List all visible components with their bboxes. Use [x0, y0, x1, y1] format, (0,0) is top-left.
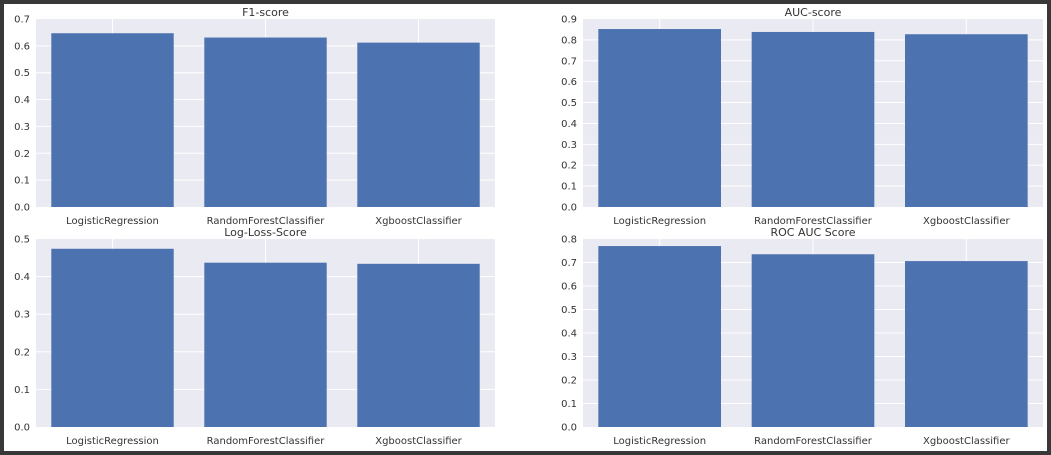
y-tick-label: 0.1: [14, 385, 30, 396]
chart-2: 0.0 0.1 0.2 0.3 0.4 0.5 0.6 0.7 0.8 0.9 LogisticRe…: [561, 6, 1043, 227]
y-tick-label: 0.0: [14, 203, 30, 214]
chart-title: Log-Loss-Score: [224, 226, 307, 239]
chart-3: 0.0 0.1 0.2 0.3 0.4 0.5 LogisticRegression Rand…: [14, 226, 495, 447]
y-tick-label: 0.3: [561, 140, 577, 151]
bar-logisticregression: [598, 29, 721, 207]
y-tick-label: 0.0: [14, 423, 30, 434]
y-tick-label: 0.3: [14, 122, 30, 133]
bar-xgboostclassifier: [357, 263, 480, 427]
bar-logisticregression: [51, 248, 174, 427]
y-tick-label: 0.4: [561, 329, 577, 340]
y-tick-label: 0.2: [561, 376, 577, 387]
x-tick-label: RandomForestClassifier: [207, 436, 326, 447]
chart-title: ROC AUC Score: [770, 226, 855, 239]
y-tick-label: 0.8: [561, 35, 577, 46]
y-tick-label: 0.2: [14, 347, 30, 358]
bar-randomforestclassifier: [751, 254, 875, 427]
y-tick-label: 0.5: [14, 235, 30, 246]
y-tick-label: 0.6: [561, 77, 577, 88]
y-tick-label: 0.2: [14, 149, 30, 160]
x-tick-label: LogisticRegression: [66, 216, 159, 227]
y-tick-label: 0.8: [561, 235, 577, 246]
y-tick-label: 0.6: [561, 282, 577, 293]
bar-xgboostclassifier: [905, 261, 1028, 427]
bar-logisticregression: [598, 246, 721, 427]
y-tick-label: 0.5: [14, 68, 30, 79]
figure-frame: 0.0 0.1 0.2 0.3 0.4 0.5 0.6 0.7 LogisticRegressi…: [4, 4, 1047, 451]
y-tick-label: 0.7: [561, 56, 577, 67]
x-tick-label: XgboostClassifier: [923, 216, 1010, 227]
chart-title: AUC-score: [785, 6, 842, 19]
x-tick-label: RandomForestClassifier: [207, 216, 326, 227]
y-tick-label: 0.4: [14, 95, 30, 106]
y-tick-label: 0.5: [561, 98, 577, 109]
x-tick-label: LogisticRegression: [613, 216, 706, 227]
chart-1: 0.0 0.1 0.2 0.3 0.4 0.5 0.6 0.7 LogisticRegressi…: [14, 6, 495, 227]
y-tick-label: 0.3: [561, 352, 577, 363]
x-tick-label: LogisticRegression: [66, 436, 159, 447]
y-tick-label: 0.2: [561, 161, 577, 172]
x-tick-label: XgboostClassifier: [375, 436, 462, 447]
chart-4: 0.0 0.1 0.2 0.3 0.4 0.5 0.6 0.7 0.8 LogisticRegre…: [561, 226, 1043, 447]
charts-figure: 0.0 0.1 0.2 0.3 0.4 0.5 0.6 0.7 LogisticRegressi…: [14, 6, 1043, 447]
y-tick-label: 0.9: [561, 15, 577, 26]
bar-randomforestclassifier: [204, 262, 327, 427]
bar-randomforestclassifier: [204, 37, 327, 207]
y-tick-label: 0.1: [561, 399, 577, 410]
bar-randomforestclassifier: [751, 31, 875, 207]
x-tick-label: LogisticRegression: [613, 436, 706, 447]
y-tick-label: 0.7: [14, 15, 30, 26]
bar-xgboostclassifier: [357, 42, 480, 208]
y-tick-label: 0.1: [561, 182, 577, 193]
y-tick-label: 0.1: [14, 176, 30, 187]
x-tick-label: XgboostClassifier: [375, 216, 462, 227]
chart-title: F1-score: [242, 6, 289, 19]
y-tick-label: 0.7: [561, 258, 577, 269]
y-tick-label: 0.4: [561, 119, 577, 130]
y-tick-label: 0.6: [14, 41, 30, 52]
x-tick-label: XgboostClassifier: [923, 436, 1010, 447]
y-tick-label: 0.3: [14, 310, 30, 321]
y-tick-label: 0.0: [561, 423, 577, 434]
y-tick-label: 0.5: [561, 305, 577, 316]
bar-logisticregression: [51, 33, 174, 207]
x-tick-label: RandomForestClassifier: [754, 436, 873, 447]
y-tick-label: 0.0: [561, 203, 577, 214]
y-tick-label: 0.4: [14, 272, 30, 283]
bar-xgboostclassifier: [905, 34, 1028, 207]
x-tick-label: RandomForestClassifier: [754, 216, 873, 227]
